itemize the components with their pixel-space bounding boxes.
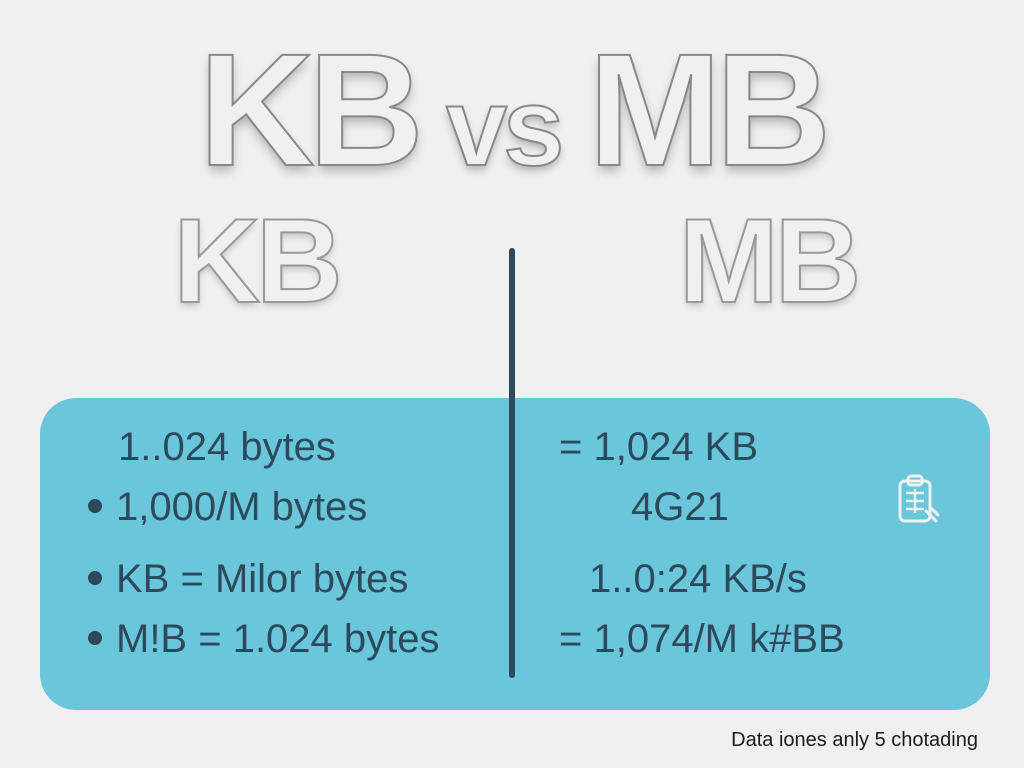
sub-left: KB [0, 192, 512, 330]
footer-caption: Data iones anly 5 chotading [731, 729, 978, 752]
vertical-divider [509, 248, 515, 678]
hero-vs: vs [446, 64, 560, 191]
right-line-3: 1..0:24 KB/s [559, 552, 952, 606]
hero-left: KB [199, 18, 418, 202]
hero-title-row: KB vs MB [0, 0, 1024, 202]
hero-right: MB [588, 18, 825, 202]
info-panel: 1..024 bytes 1,000/M bytes KB = Milor by… [40, 398, 990, 710]
right-column: = 1,024 KB 4G21 1..0:24 KB/s = 1,074/M k… [515, 398, 990, 710]
clipboard-icon [892, 473, 940, 541]
left-line-3: KB = Milor bytes [88, 552, 485, 606]
left-column: 1..024 bytes 1,000/M bytes KB = Milor by… [40, 398, 515, 710]
left-line-1: 1..024 bytes [88, 420, 485, 474]
sub-right: MB [512, 192, 1024, 330]
right-line-1: = 1,024 KB [559, 420, 952, 474]
right-line-4: = 1,074/M k#BB [559, 612, 952, 666]
right-line-2-text: 4G21 [559, 485, 729, 529]
left-line-2: 1,000/M bytes [88, 480, 485, 534]
left-line-4: M!B = 1.024 bytes [88, 612, 485, 666]
right-line-2: 4G21 [559, 480, 952, 534]
